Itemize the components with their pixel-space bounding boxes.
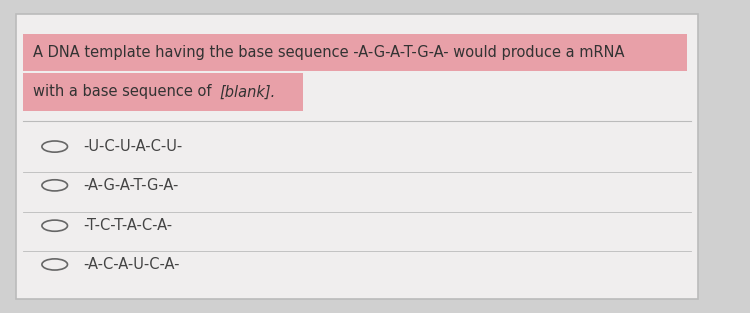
Text: with a base sequence of: with a base sequence of [34, 85, 217, 100]
Text: -U-C-U-A-C-U-: -U-C-U-A-C-U- [83, 139, 182, 154]
Text: -A-G-A-T-G-A-: -A-G-A-T-G-A- [83, 178, 178, 193]
FancyBboxPatch shape [22, 34, 687, 71]
FancyBboxPatch shape [16, 14, 698, 299]
FancyBboxPatch shape [22, 73, 304, 110]
Text: [blank].: [blank]. [220, 85, 276, 100]
Text: -T-C-T-A-C-A-: -T-C-T-A-C-A- [83, 218, 172, 233]
Text: -A-C-A-U-C-A-: -A-C-A-U-C-A- [83, 257, 180, 272]
Text: A DNA template having the base sequence -A-G-A-T-G-A- would produce a mRNA: A DNA template having the base sequence … [34, 45, 625, 60]
